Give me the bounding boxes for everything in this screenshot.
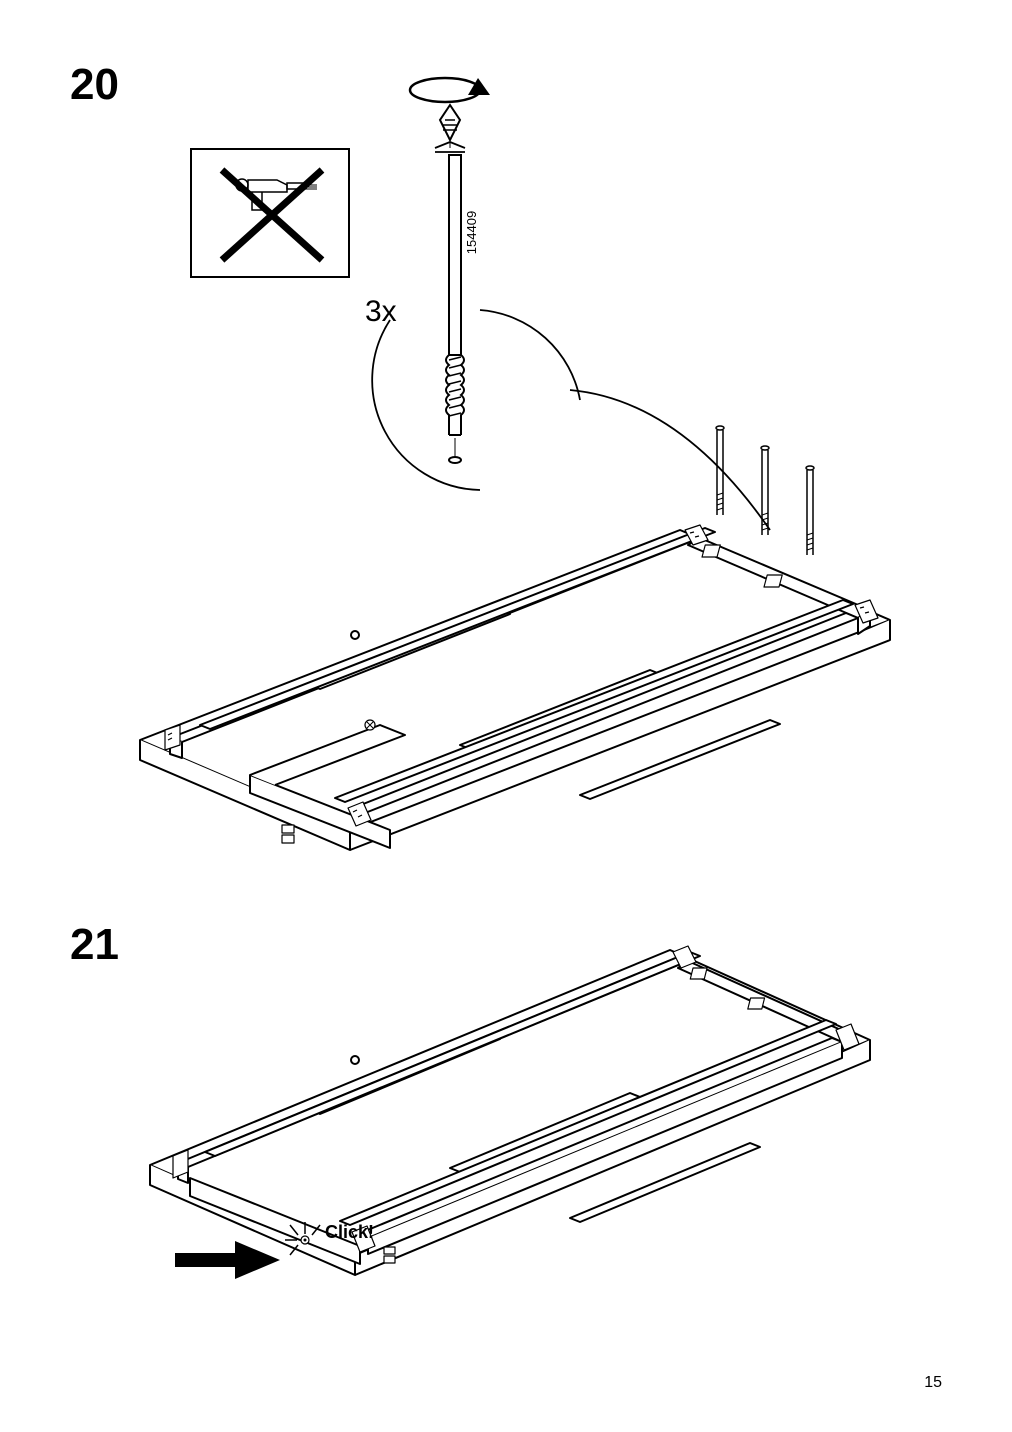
assembly-instruction-page: 20 <box>0 0 1012 1432</box>
no-power-drill-warning <box>190 148 350 278</box>
part-number-label: 154409 <box>464 211 479 254</box>
push-arrow-icon <box>170 1235 290 1295</box>
table-assembly-20 <box>110 490 910 870</box>
step-number-20: 20 <box>70 60 119 110</box>
page-number: 15 <box>924 1374 942 1392</box>
no-drill-icon <box>192 150 352 280</box>
step-number-21: 21 <box>70 920 119 970</box>
click-label: Click! <box>325 1222 374 1243</box>
click-burst-icon <box>280 1220 330 1260</box>
